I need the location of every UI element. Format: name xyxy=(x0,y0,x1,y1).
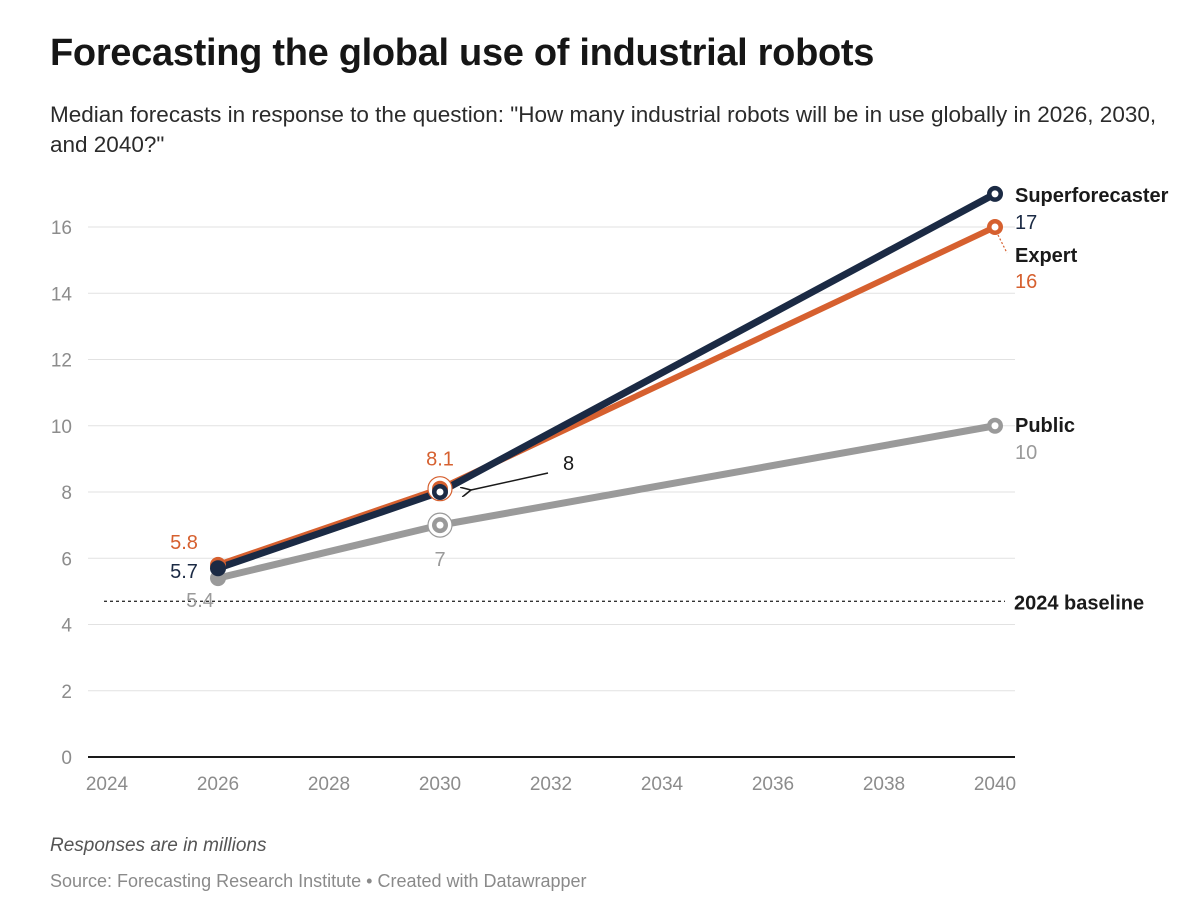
x-tick-label: 2030 xyxy=(419,774,461,795)
chart-title: Forecasting the global use of industrial… xyxy=(50,32,875,74)
expert-label-leader xyxy=(997,234,1008,254)
data-label-superforecaster: 8 xyxy=(563,453,574,475)
series-line-public xyxy=(214,422,999,582)
point-superforecaster xyxy=(210,560,226,577)
series-name-superforecaster: Superforecaster xyxy=(1015,185,1169,207)
data-label-public: 10 xyxy=(1015,442,1037,464)
data-label-expert: 5.8 xyxy=(170,532,198,554)
point-center-superforecaster xyxy=(436,488,444,496)
series-line-expert xyxy=(215,224,998,568)
point-center-public xyxy=(436,521,444,529)
data-label-expert: 8.1 xyxy=(426,449,454,471)
point-center-superforecaster xyxy=(991,190,999,198)
series-line-superforecaster xyxy=(214,190,999,572)
y-tick-label: 16 xyxy=(51,218,72,239)
y-tick-label: 2 xyxy=(61,682,72,703)
y-tick-label: 0 xyxy=(61,748,72,769)
data-label-superforecaster: 17 xyxy=(1015,212,1037,234)
chart-source: Source: Forecasting Research Institute •… xyxy=(50,871,587,891)
baseline-label: 2024 baseline xyxy=(1014,592,1144,614)
series-name-public: Public xyxy=(1015,415,1075,437)
y-tick-label: 10 xyxy=(51,417,72,438)
x-tick-label: 2038 xyxy=(863,774,905,795)
data-label-public: 5.4 xyxy=(186,590,214,612)
data-label-superforecaster: 5.7 xyxy=(170,561,198,583)
y-tick-label: 4 xyxy=(61,616,72,637)
chart-subtitle: Median forecasts in response to the ques… xyxy=(50,102,1157,157)
annotation-arrow xyxy=(471,472,549,490)
x-tick-label: 2040 xyxy=(974,774,1016,795)
data-label-public: 7 xyxy=(434,549,445,571)
x-tick-label: 2028 xyxy=(308,774,350,795)
y-tick-label: 6 xyxy=(61,549,72,570)
x-tick-label: 2026 xyxy=(197,774,239,795)
data-label-expert: 16 xyxy=(1015,271,1037,293)
chart-notes: Responses are in millions xyxy=(50,835,267,856)
x-tick-label: 2034 xyxy=(641,774,684,795)
y-tick-label: 8 xyxy=(61,483,72,504)
x-tick-label: 2032 xyxy=(530,774,572,795)
point-center-public xyxy=(991,422,999,430)
y-tick-label: 14 xyxy=(51,284,73,305)
y-tick-label: 12 xyxy=(51,351,72,372)
point-center-expert xyxy=(991,223,999,231)
x-tick-label: 2024 xyxy=(86,774,129,795)
x-tick-label: 2036 xyxy=(752,774,794,795)
series-name-expert: Expert xyxy=(1015,245,1078,267)
